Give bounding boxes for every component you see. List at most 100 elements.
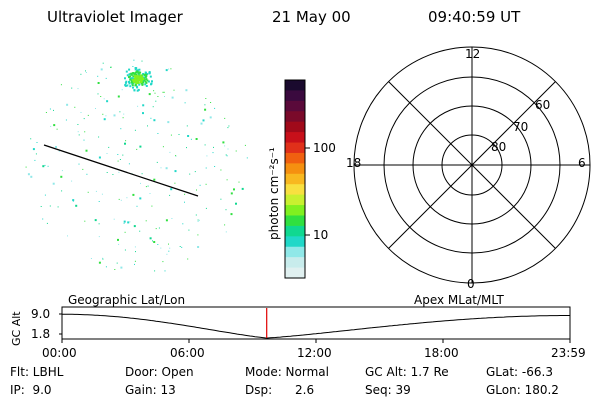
aurora-blob-pixel [125, 70, 128, 73]
lat-label-70: 70 [513, 120, 529, 134]
colorbar-segment [285, 173, 305, 185]
aurora-blob-pixel [136, 80, 139, 83]
lat-label-80: 80 [491, 140, 507, 154]
image-pixel [202, 119, 205, 122]
time-label: 09:40:59 UT [428, 8, 521, 26]
x-tick-label-0000: 00:00 [42, 346, 77, 360]
aurora-blob-pixel [125, 80, 128, 83]
image-pixel [226, 155, 228, 157]
image-pixel [195, 138, 198, 140]
aurora-blob-pixel [142, 79, 145, 82]
image-pixel [145, 186, 147, 188]
glat-info: GLat: -66.3 [486, 365, 553, 379]
image-pixel [123, 220, 126, 223]
image-pixel [230, 192, 233, 195]
image-pixel [98, 236, 100, 238]
image-pixel [44, 194, 46, 196]
aurora-blob-pixel [144, 71, 147, 74]
image-pixel [200, 122, 203, 125]
aurora-blob-pixel [130, 79, 133, 82]
image-pixel [124, 249, 126, 251]
aurora-blob-pixel [130, 72, 133, 75]
aurora-blob-pixel [137, 88, 140, 91]
aurora-blob-pixel [129, 85, 132, 88]
image-pixel [126, 197, 128, 199]
image-pixel [83, 139, 85, 141]
image-pixel [27, 173, 30, 176]
image-pixel [98, 223, 100, 225]
aurora-blob-pixel [136, 78, 139, 81]
image-pixel [244, 144, 246, 146]
aurora-blob-pixel [132, 75, 135, 78]
image-pixel [175, 155, 177, 157]
image-pixel [170, 68, 172, 70]
gain-info: Gain: 13 [125, 383, 176, 397]
image-pixel [66, 103, 69, 106]
image-pixel [127, 221, 130, 224]
aurora-blob-pixel [147, 80, 150, 83]
image-pixel [213, 146, 214, 148]
image-pixel [162, 91, 164, 93]
colorbar-segment [285, 90, 305, 102]
image-pixel [57, 206, 59, 208]
image-pixel [160, 167, 162, 169]
image-pixel [75, 204, 78, 207]
aurora-blob-pixel [131, 77, 134, 80]
aurora-blob-pixel [144, 80, 147, 83]
image-pixel [106, 153, 108, 154]
mlt-label-18: 18 [346, 156, 362, 170]
image-pixel [179, 246, 181, 247]
colorbar-segment [285, 142, 305, 154]
image-pixel [60, 84, 62, 86]
image-pixel [110, 66, 111, 68]
aurora-blob-pixel [143, 79, 146, 82]
colorbar-segment [285, 80, 305, 92]
image-pixel [209, 116, 212, 119]
image-pixel [151, 205, 153, 207]
aurora-blob-pixel [136, 89, 139, 92]
aurora-blob-pixel [126, 84, 129, 87]
aurora-blob-pixel [145, 75, 147, 78]
image-pixel [42, 165, 45, 168]
image-pixel [123, 222, 125, 224]
aurora-blob-pixel [148, 71, 151, 74]
image-pixel [205, 183, 207, 185]
colorbar-segment [285, 215, 305, 227]
aurora-blob-pixel [140, 80, 143, 83]
aurora-blob-pixel [134, 84, 137, 86]
image-pixel [35, 153, 37, 155]
colorbar-label-100: 100 [313, 141, 336, 155]
image-pixel [205, 167, 207, 169]
image-pixel [197, 221, 199, 222]
image-pixel [86, 173, 88, 175]
colorbar-segment [285, 205, 305, 217]
image-pixel [98, 136, 100, 138]
image-pixel [153, 90, 155, 92]
image-pixel [174, 182, 176, 184]
aurora-blob-pixel [140, 82, 143, 85]
image-pixel [100, 68, 103, 71]
image-pixel [155, 100, 157, 102]
aurora-blob-pixel [145, 78, 148, 81]
aurora-blob-pixel [135, 73, 137, 76]
colorbar-segment [285, 236, 305, 248]
image-pixel [98, 156, 101, 159]
image-pixel [165, 219, 168, 222]
image-pixel [112, 174, 114, 175]
image-pixel [46, 222, 48, 224]
image-pixel [30, 175, 33, 178]
image-pixel [71, 180, 73, 182]
image-pixel [184, 193, 186, 195]
image-pixel [132, 193, 135, 196]
colorbar-segment [285, 152, 305, 164]
image-pixel [164, 270, 166, 272]
image-pixel [114, 269, 116, 270]
image-pixel [120, 199, 122, 201]
image-pixel [121, 89, 123, 91]
colorbar-segment [285, 257, 305, 269]
image-pixel [230, 213, 233, 216]
mlt-label-12: 12 [465, 47, 481, 61]
aurora-blob-pixel [143, 73, 146, 76]
image-pixel [124, 142, 126, 145]
image-pixel [197, 246, 200, 248]
